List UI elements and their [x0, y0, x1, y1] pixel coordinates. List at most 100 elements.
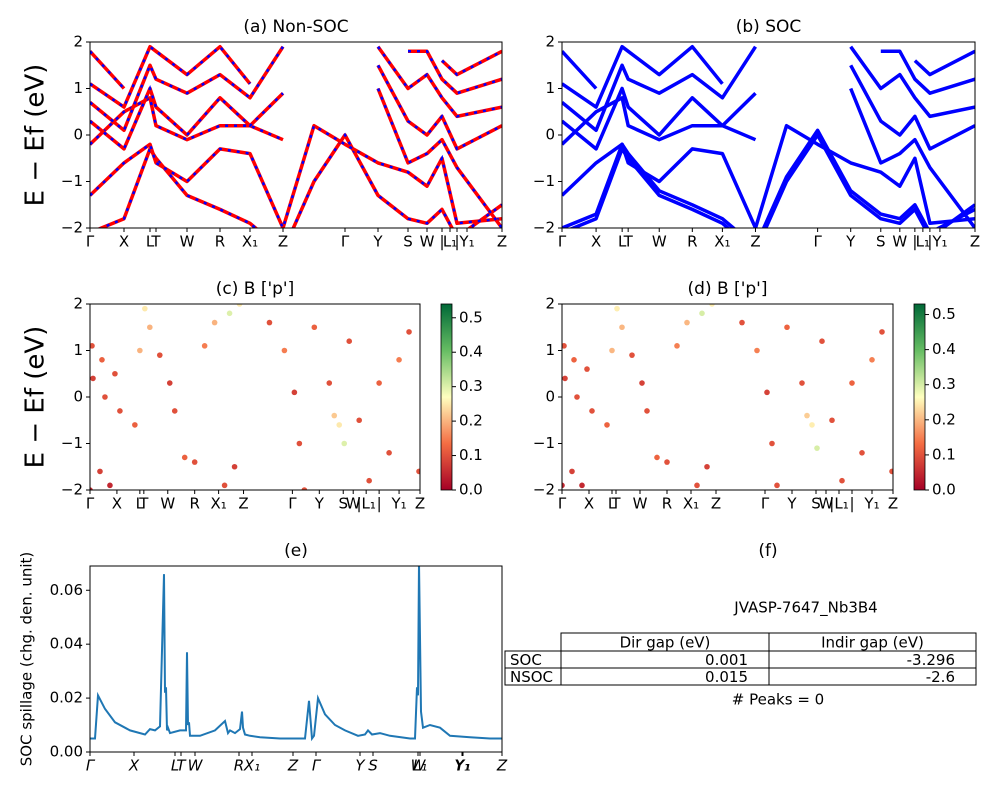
x-tick-label: T — [150, 233, 161, 251]
point — [156, 352, 163, 358]
point — [784, 324, 790, 331]
x-tick-label: Γ — [86, 757, 96, 775]
table-cell-text: -2.6 — [926, 668, 955, 686]
point — [739, 319, 745, 326]
x-tick-label: L — [171, 757, 179, 775]
point — [90, 487, 93, 490]
point — [614, 305, 620, 312]
x-tick-label: W — [411, 757, 427, 775]
line — [90, 566, 502, 742]
panel-title: (f) — [758, 541, 777, 561]
table-caption: JVASP-7647_Nb3B4 — [733, 599, 877, 618]
point — [326, 380, 333, 386]
x-tick-label: W — [633, 495, 648, 513]
x-tick-label: Y₁ — [390, 495, 406, 513]
point — [889, 468, 893, 475]
point — [839, 477, 845, 484]
point — [664, 459, 670, 465]
point — [584, 366, 590, 372]
point — [90, 375, 96, 382]
point — [819, 338, 825, 345]
x-tick-label: | — [377, 495, 382, 513]
y-tick-label: 2 — [545, 33, 555, 51]
point — [336, 422, 343, 428]
point — [132, 422, 138, 428]
point — [694, 482, 700, 489]
x-tick-label: Y — [314, 495, 325, 513]
y-tick-label: −1 — [533, 434, 555, 452]
x-tick-label: Γ — [312, 757, 322, 775]
table-cell-text: -3.296 — [907, 651, 955, 669]
plot-area — [562, 44, 975, 228]
point — [769, 440, 775, 447]
y-tick-label: −2 — [533, 219, 555, 237]
x-tick-label: Z — [415, 495, 425, 513]
point — [142, 305, 148, 312]
x-tick-label: L — [146, 233, 155, 251]
x-tick-label: | — [454, 233, 459, 251]
x-tick-label: T — [623, 233, 634, 251]
point — [774, 482, 780, 489]
x-tick-label: R — [234, 757, 244, 775]
point — [406, 329, 412, 335]
y-tick-label: 0 — [545, 126, 555, 144]
point — [684, 319, 690, 326]
panel-title: (c) B ['p'] — [216, 279, 294, 299]
panel-title: (b) SOC — [736, 17, 802, 37]
point — [90, 343, 95, 349]
table-note: # Peaks = 0 — [732, 691, 824, 709]
point — [211, 319, 218, 326]
band-line — [562, 87, 975, 228]
x-tick-label: | — [439, 233, 444, 251]
y-tick-label: −1 — [533, 172, 555, 190]
x-tick-label: W — [420, 233, 435, 251]
point — [562, 482, 565, 489]
x-tick-label: X — [591, 233, 601, 251]
x-tick-label: Γ — [288, 495, 297, 513]
point — [376, 380, 382, 386]
table-cell-text: NSOC — [510, 668, 553, 686]
point — [346, 338, 353, 345]
point — [629, 352, 635, 358]
x-tick-label: R — [189, 495, 199, 513]
colorbar-tick-label: 0.3 — [459, 377, 483, 395]
x-tick-label: S — [811, 495, 821, 513]
x-tick-label: Z — [711, 495, 721, 513]
point — [291, 389, 298, 396]
y-tick-label: 0.00 — [50, 743, 83, 761]
band-line-overlay — [90, 45, 502, 133]
colorbar — [440, 303, 453, 491]
x-tick-label: Z — [750, 233, 760, 251]
y-tick-label: −1 — [61, 434, 83, 452]
y-tick-label: 0.04 — [50, 635, 83, 653]
colorbar-tick-label: 0.4 — [932, 340, 956, 358]
x-tick-label: S — [368, 757, 378, 775]
colorbar-tick-label: 0.3 — [932, 375, 956, 393]
x-tick-label: Γ — [341, 233, 350, 251]
x-tick-label: Y — [355, 757, 366, 775]
colorbar-tick-label: 0.2 — [459, 412, 483, 430]
point — [609, 347, 615, 354]
plot-area — [562, 304, 893, 489]
point — [311, 324, 318, 331]
x-tick-label: W — [188, 757, 204, 775]
x-tick-label: | — [912, 233, 917, 251]
point — [226, 310, 233, 317]
point — [869, 357, 875, 363]
point — [562, 375, 568, 382]
x-tick-label: S — [876, 233, 886, 251]
y-axis-label: SOC spillage (chg. den. unit) — [18, 552, 36, 767]
point — [386, 450, 392, 456]
x-tick-label: Γ — [813, 233, 822, 251]
point — [704, 463, 710, 470]
band-line-overlay — [90, 64, 502, 151]
point — [604, 422, 610, 428]
point — [829, 417, 835, 424]
y-tick-label: 1 — [545, 341, 555, 359]
y-tick-label: 2 — [545, 295, 555, 313]
y-tick-label: 0.02 — [50, 689, 83, 707]
x-tick-label: L — [608, 495, 617, 513]
x-tick-label: Γ — [86, 233, 95, 251]
point — [99, 357, 105, 363]
plot-area — [90, 566, 502, 742]
